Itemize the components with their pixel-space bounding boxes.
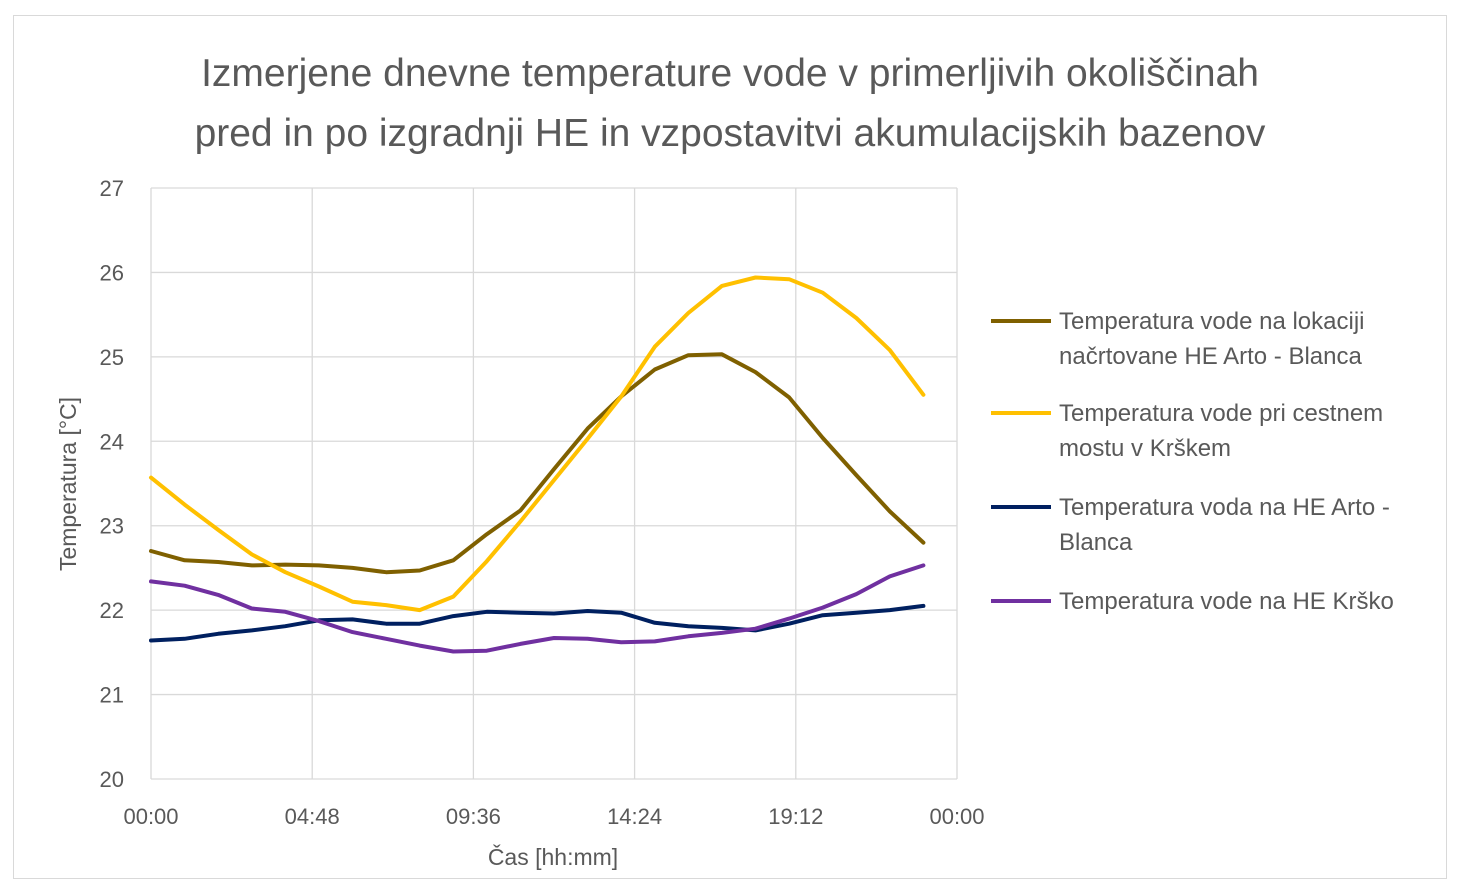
- legend-label-3: Temperatura voda na HE Arto -: [1059, 494, 1390, 521]
- series-line-1: [149, 352, 926, 575]
- x-tick-label: 04:48: [285, 804, 340, 829]
- y-tick-label: 23: [100, 514, 124, 539]
- chart-area: [13, 15, 1447, 879]
- series-line-4: [149, 563, 926, 654]
- series-line-3: [149, 603, 926, 643]
- legend-label-4: Temperatura vode na HE Krško: [1059, 588, 1394, 615]
- chart-title-line-2: pred in po izgradnji HE in vzpostavitvi …: [194, 112, 1266, 155]
- legend-label-1: Temperatura vode na lokaciji: [1059, 308, 1365, 335]
- x-tick-label: 00:00: [123, 804, 178, 829]
- x-tick-label: 09:36: [446, 804, 501, 829]
- chart-title: Izmerjene dnevne temperature vode v prim…: [100, 44, 1360, 164]
- y-tick-label: 21: [100, 683, 124, 708]
- legend-label-2: mostu v Krškem: [1059, 435, 1231, 462]
- x-axis-title: Čas [hh:mm]: [488, 843, 618, 870]
- y-tick-label: 26: [100, 260, 124, 285]
- y-tick-label: 24: [100, 429, 124, 454]
- y-tick-label: 22: [100, 598, 124, 623]
- chart-title-line-1: Izmerjene dnevne temperature vode v prim…: [201, 52, 1259, 95]
- legend: Temperatura vode na lokaciji načrtovane H…: [991, 308, 1394, 615]
- x-tick-label: 14:24: [607, 804, 662, 829]
- y-tick-label: 25: [100, 345, 124, 370]
- y-tick-label: 27: [100, 176, 124, 201]
- series-line-2: [149, 275, 926, 613]
- y-axis-tick-labels: 20 21 22 23 24 25 26 27: [100, 176, 124, 792]
- y-axis-title: Temperatura [°C]: [55, 397, 81, 571]
- legend-label-2: Temperatura vode pri cestnem: [1059, 400, 1383, 427]
- legend-label-3: Blanca: [1059, 529, 1133, 556]
- x-tick-label: 00:00: [929, 804, 984, 829]
- x-axis-tick-labels: 00:00 04:48 09:36 14:24 19:12 00:00: [123, 804, 984, 829]
- series-lines: [149, 275, 926, 654]
- y-tick-label: 20: [100, 767, 124, 792]
- legend-label-1: načrtovane HE Arto - Blanca: [1059, 343, 1362, 370]
- x-tick-label: 19:12: [768, 804, 823, 829]
- gridlines: [150, 187, 958, 780]
